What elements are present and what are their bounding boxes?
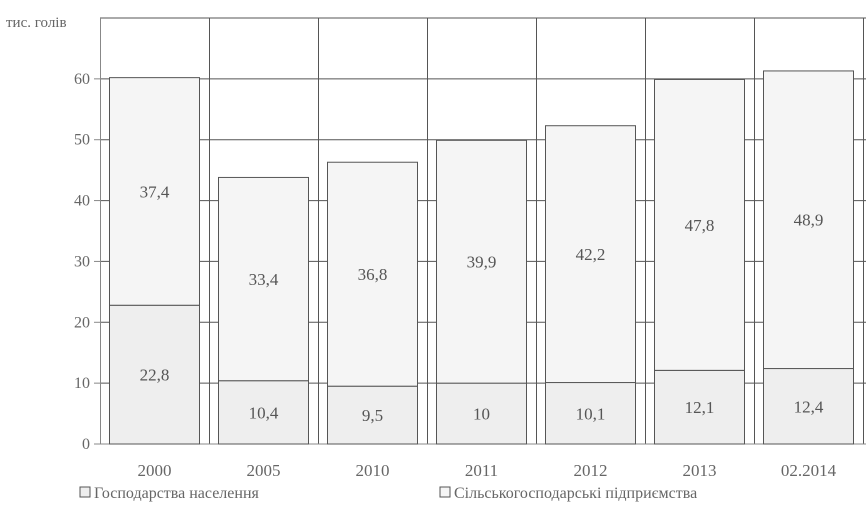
legend-label: Сільськогосподарські підприємства [454,485,697,502]
x-tick-label: 2010 [356,461,390,480]
y-tick-label: 40 [74,193,90,210]
data-label-households: 22,8 [140,366,170,385]
x-tick-label: 2000 [138,461,172,480]
bar-segment-households [763,368,854,445]
data-label-enterprises: 36,8 [358,265,388,284]
data-label-households: 10,1 [576,404,606,423]
y-tick-label: 50 [74,132,90,149]
bar-segment-enterprises [327,161,418,387]
x-tick-label: 2012 [574,461,608,480]
data-label-enterprises: 42,2 [576,245,606,264]
data-label-households: 12,4 [794,397,824,416]
data-label-households: 12,1 [685,398,715,417]
data-label-enterprises: 33,4 [249,270,279,289]
y-tick-label: 0 [82,436,90,453]
bar-segment-households [654,369,745,445]
y-axis-unit-label: тис. голів [6,15,67,31]
bar-segment-households [327,385,418,445]
data-label-households: 9,5 [362,406,383,425]
labels-layer: 22,8 37,4 2000 10,4 33,4 2005 9,5 36,8 2010 10 39,… [138,182,837,480]
x-tick-label: 02.2014 [781,461,837,480]
bar-segment-enterprises [109,77,200,306]
data-label-households: 10,4 [249,403,279,422]
bar-segment-enterprises [763,70,854,370]
y-tick-label: 60 [74,71,90,88]
data-label-enterprises: 47,8 [685,216,715,235]
legend-label: Господарства населення [94,485,260,502]
data-label-enterprises: 39,9 [467,253,497,272]
legend-swatch [439,486,451,498]
data-label-households: 10 [473,405,490,424]
bars-layer [109,70,854,445]
bar-segment-enterprises [545,125,636,384]
data-label-enterprises: 48,9 [794,211,824,230]
y-tick-label: 30 [74,253,90,270]
x-tick-label: 2013 [683,461,717,480]
bar-segment-households [109,304,200,445]
legend: Господарства населення Сільськогосподарсь… [79,485,697,502]
x-tick-label: 2011 [465,461,498,480]
bar-segment-enterprises [436,139,527,384]
legend-swatch [79,486,91,498]
data-label-enterprises: 37,4 [140,182,170,201]
x-tick-label: 2005 [247,461,281,480]
y-tick-label: 10 [74,375,90,392]
bar-segment-enterprises [654,78,745,371]
bar-segment-households [545,382,636,445]
bar-segment-enterprises [218,176,309,382]
y-tick-label: 20 [74,314,90,331]
